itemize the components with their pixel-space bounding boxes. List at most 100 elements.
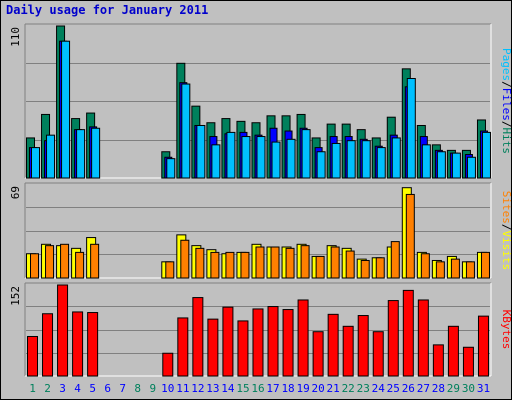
kbytes-bar xyxy=(72,311,84,377)
kbytes-bar xyxy=(477,315,489,377)
sites-bar xyxy=(90,243,100,279)
pages-bar xyxy=(286,138,296,179)
legend-item: Sites xyxy=(500,191,511,224)
x-tick-label: 6 xyxy=(104,382,111,395)
x-tick-label: 12 xyxy=(191,382,204,395)
legend-item: / xyxy=(500,81,511,88)
x-tick-label: 29 xyxy=(447,382,460,395)
legend-item: Files xyxy=(500,88,511,121)
pages-bar xyxy=(211,144,221,179)
sites-bar xyxy=(60,243,70,279)
x-tick-label: 7 xyxy=(119,382,126,395)
sites-bar xyxy=(345,250,355,279)
kbytes-bar xyxy=(402,289,414,377)
kbytes-bar xyxy=(447,325,459,377)
x-tick-label: 23 xyxy=(357,382,370,395)
x-tick-label: 22 xyxy=(342,382,355,395)
kbytes-bar xyxy=(87,312,99,377)
kbytes-bar xyxy=(297,299,309,377)
kbytes-bar xyxy=(267,306,279,377)
kbytes-bar xyxy=(237,320,249,377)
legend-item: / xyxy=(500,121,511,128)
sites-bar xyxy=(240,251,250,279)
sites-bar xyxy=(30,253,39,279)
x-tick-label: 9 xyxy=(149,382,156,395)
legend-item: KBytes xyxy=(500,310,511,350)
sites-bar xyxy=(300,245,310,279)
x-tick-label: 17 xyxy=(266,382,279,395)
kbytes-bar xyxy=(177,317,189,377)
legend-item: Pages xyxy=(500,48,511,81)
x-tick-label: 8 xyxy=(134,382,141,395)
legend-item: / xyxy=(500,224,511,231)
sites-bar xyxy=(75,251,85,279)
pages-bar xyxy=(256,136,266,179)
sites-bar xyxy=(330,246,340,279)
kbytes-bar xyxy=(222,306,234,377)
pages-bar xyxy=(391,137,401,179)
kbytes-bar xyxy=(327,313,339,377)
pages-bar xyxy=(46,134,56,179)
pages-bar xyxy=(196,124,206,179)
pages-bar xyxy=(271,141,281,179)
y-max-label: 152 xyxy=(9,286,22,306)
pages-bar xyxy=(61,40,71,179)
sites-bar xyxy=(285,247,295,279)
kbytes-bar xyxy=(57,284,69,377)
x-tick-label: 25 xyxy=(387,382,400,395)
pages-bar xyxy=(301,129,311,179)
kbytes-bar xyxy=(192,297,204,377)
sites-bar xyxy=(390,241,400,279)
pages-bar xyxy=(166,158,176,179)
kbytes-bar xyxy=(42,313,54,377)
sites-bar xyxy=(405,193,415,279)
legend-item: Hits xyxy=(500,128,511,155)
legend: Sites/Visits xyxy=(500,191,511,271)
kbytes-bar xyxy=(417,299,429,377)
sites-bar xyxy=(210,251,220,279)
x-tick-label: 21 xyxy=(327,382,340,395)
x-tick-label: 2 xyxy=(44,382,51,395)
x-tick-label: 13 xyxy=(206,382,219,395)
x-tick-label: 1 xyxy=(29,382,36,395)
x-tick-label: 15 xyxy=(236,382,249,395)
x-tick-label: 11 xyxy=(176,382,189,395)
kbytes-bar xyxy=(312,331,324,377)
x-tick-label: 20 xyxy=(312,382,325,395)
sites-bar xyxy=(360,259,370,279)
pages-bar xyxy=(376,147,386,179)
chart-title: Daily usage for January 2011 xyxy=(6,3,209,17)
sites-bar xyxy=(225,251,235,279)
pages-bar xyxy=(436,151,446,179)
pages-bar xyxy=(361,140,371,179)
x-tick-label: 5 xyxy=(89,382,96,395)
sites-bar xyxy=(255,246,265,279)
legend: Pages/Files/Hits xyxy=(500,48,511,154)
pages-bar xyxy=(181,83,191,179)
x-tick-label: 27 xyxy=(417,382,430,395)
legend-item: Visits xyxy=(500,231,511,271)
x-tick-label: 19 xyxy=(296,382,309,395)
kbytes-bar xyxy=(27,335,38,377)
sites-bar xyxy=(315,255,325,279)
pages-bar xyxy=(451,152,461,179)
pages-bar xyxy=(226,131,236,179)
x-tick-label: 3 xyxy=(59,382,66,395)
kbytes-bar xyxy=(462,346,474,377)
sites-bar xyxy=(165,261,175,279)
x-tick-label: 18 xyxy=(281,382,294,395)
sites-bar xyxy=(375,257,385,279)
pages-bar xyxy=(466,156,476,179)
sites-bar xyxy=(465,261,475,279)
pages-bar xyxy=(331,142,341,179)
kbytes-bar xyxy=(162,352,174,377)
x-tick-label: 28 xyxy=(432,382,445,395)
kbytes-bar xyxy=(357,315,369,377)
pages-bar xyxy=(241,136,251,179)
pages-bar xyxy=(31,147,40,179)
kbytes-bar xyxy=(207,318,219,377)
pages-bar xyxy=(481,131,491,179)
sites-bar xyxy=(195,247,205,279)
